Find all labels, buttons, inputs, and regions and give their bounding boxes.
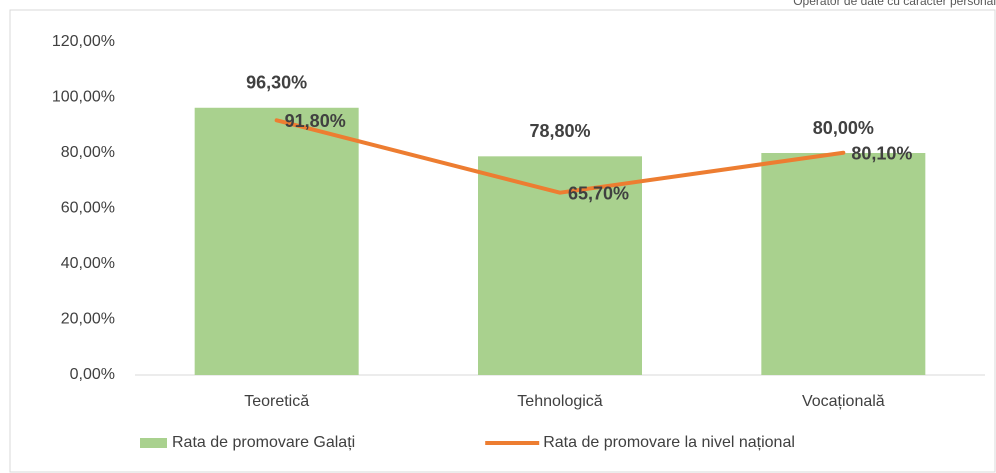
y-tick-label: 120,00% [52,33,115,50]
y-tick-label: 100,00% [52,89,115,106]
bar [761,153,926,375]
y-tick-label: 60,00% [61,200,115,217]
data-label: 78,80% [529,121,590,141]
note: Operator de date cu caracter personal [793,0,996,8]
x-tick-label: Vocațională [802,393,885,410]
y-tick-label: 0,00% [70,366,115,383]
data-label: 96,30% [246,73,307,93]
y-tick-label: 80,00% [61,144,115,161]
bar [194,107,359,375]
data-label: 91,80% [285,111,346,131]
legend-label: Rata de promovare Galați [172,434,355,451]
data-label: 80,10% [851,143,912,163]
data-label: 65,70% [568,183,629,203]
data-label: 80,00% [813,118,874,138]
legend-label: Rata de promovare la nivel național [543,434,795,451]
x-tick-label: Tehnologică [517,393,603,410]
x-tick-label: Teoretică [244,393,309,410]
line [274,118,846,195]
legend-swatch [140,438,167,448]
y-tick-label: 20,00% [61,311,115,328]
y-tick-label: 40,00% [61,255,115,272]
